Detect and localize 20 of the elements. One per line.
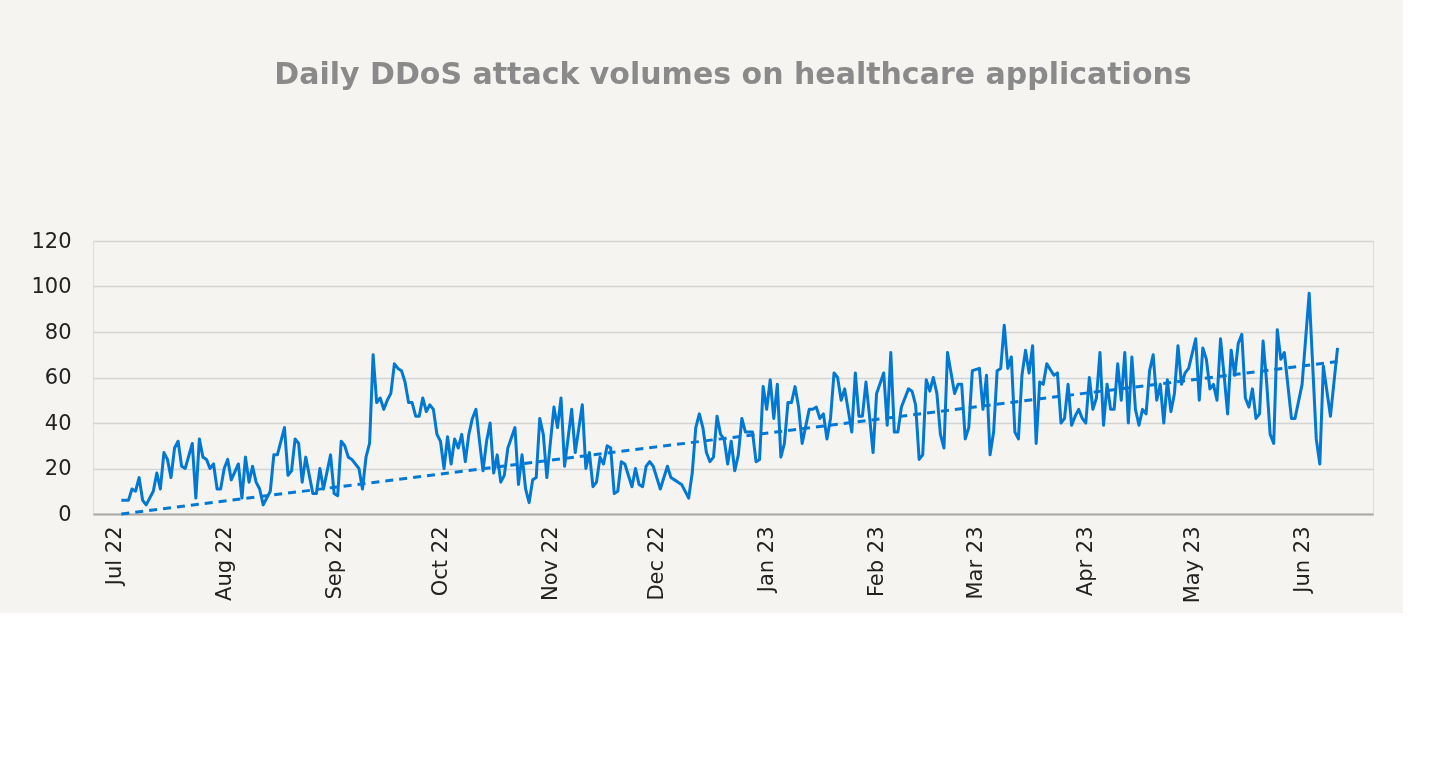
y-tick-label: 0 [58, 501, 72, 526]
y-tick-label: 40 [44, 410, 72, 435]
x-tick-label: Sep 22 [321, 526, 346, 600]
x-tick-label: Feb 23 [864, 526, 889, 598]
y-tick-label: 100 [31, 274, 72, 298]
x-tick-label: Mar 23 [963, 526, 988, 600]
x-tick-label: Oct 22 [427, 526, 452, 597]
x-tick-label: Nov 22 [537, 526, 562, 601]
x-tick-label: Aug 22 [211, 526, 236, 601]
x-tick-label: Dec 22 [644, 526, 669, 601]
y-tick-label: 60 [44, 365, 72, 389]
x-tick-label: Apr 23 [1073, 526, 1098, 597]
x-tick-label: Jan 23 [754, 526, 779, 595]
x-tick-label: May 23 [1179, 526, 1204, 604]
chart-title: Daily DDoS attack volumes on healthcare applications [274, 56, 1192, 91]
x-tick-label: Jun 23 [1289, 526, 1314, 595]
y-tick-label: 120 [31, 228, 72, 253]
x-tick-label: Jul 22 [101, 526, 126, 588]
y-tick-label: 80 [44, 319, 72, 344]
y-tick-label: 20 [44, 456, 72, 480]
